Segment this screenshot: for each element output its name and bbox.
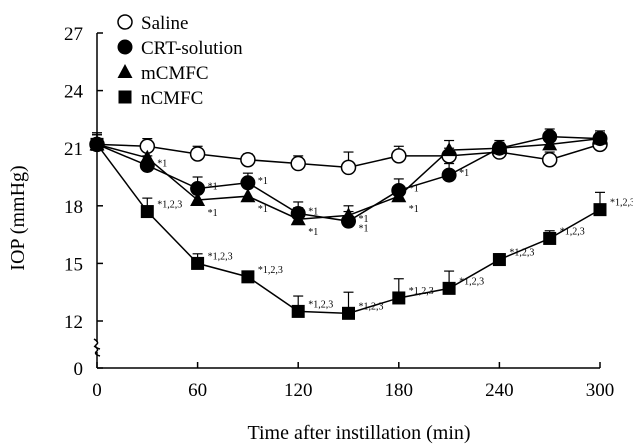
significance-label-crt-solution: *1: [459, 168, 469, 179]
significance-label-crt-solution: *1: [208, 182, 218, 193]
marker-saline: [290, 155, 306, 172]
significance-label-ncmfc: *1,2,3: [459, 276, 484, 287]
marker-mcmfc: [290, 211, 306, 226]
marker-saline: [541, 151, 558, 168]
marker-ncmfc: [543, 231, 557, 245]
significance-label-mcmfc: *1: [409, 204, 419, 215]
marker-saline: [391, 148, 407, 164]
y-tick-label: 18: [64, 197, 83, 218]
legend-label-ncmfc: nCMFC: [141, 88, 203, 109]
significance-label-ncmfc: *1,2,3: [359, 301, 384, 312]
significance-label-ncmfc: *1,2,3: [509, 248, 534, 259]
marker-ncmfc: [241, 270, 255, 284]
significance-label-crt-solution: *1: [157, 158, 167, 169]
significance-label-ncmfc: *1,2,3: [560, 226, 585, 237]
x-tick-label: 120: [284, 380, 313, 401]
legend-label-mcmfc: mCMFC: [141, 63, 209, 84]
significance-label-mcmfc: *1: [308, 227, 318, 238]
y-axis-title: IOP (mmHg): [7, 165, 29, 270]
legend-label-crt-solution: CRT-solution: [141, 38, 243, 59]
marker-mcmfc: [190, 192, 206, 207]
significance-label-ncmfc: *1,2,3: [308, 299, 333, 310]
significance-label-mcmfc: *1: [258, 204, 268, 215]
marker-ncmfc: [291, 304, 305, 318]
y-tick-label: 0: [74, 359, 84, 380]
y-tick-label: 15: [64, 254, 83, 275]
legend-marker-mcmfc: [117, 64, 133, 78]
marker-mcmfc: [391, 188, 407, 203]
y-tick-label: 24: [64, 82, 84, 103]
legend-marker-saline: [117, 14, 133, 30]
significance-label-crt-solution: *1: [258, 176, 268, 187]
legend-label-saline: Saline: [141, 13, 189, 34]
marker-ncmfc: [392, 291, 406, 305]
marker-mcmfc: [491, 140, 507, 155]
axes: 0 60 120 180 240 300 0 12 15 18 21 24 27: [64, 24, 614, 401]
marker-mcmfc: [542, 136, 558, 151]
legend: Saline CRT-solution mCMFC nCMFC: [117, 13, 243, 109]
significance-label-crt-solution: *1: [409, 183, 419, 194]
marker-ncmfc: [140, 205, 154, 219]
significance-label-ncmfc: *1,2,3: [409, 286, 434, 297]
x-axis-title: Time after instillation (min): [247, 422, 470, 444]
marker-ncmfc: [442, 281, 456, 295]
marker-mcmfc: [592, 130, 608, 145]
significance-label-ncmfc: *1,2,3: [208, 251, 233, 262]
marker-crt-solution: [240, 175, 256, 191]
legend-marker-ncmfc: [118, 90, 132, 104]
marker-ncmfc: [342, 306, 355, 320]
marker-mcmfc: [240, 188, 256, 203]
significance-label-mcmfc: *1: [359, 223, 369, 234]
significance-label-ncmfc: *1,2,3: [610, 198, 633, 209]
marker-mcmfc: [139, 149, 155, 164]
x-tick-label: 240: [485, 380, 514, 401]
x-tick-label: 180: [385, 380, 414, 401]
y-axis-break-mark: [93, 345, 101, 357]
data-markers: [89, 129, 608, 320]
y-tick-label: 27: [64, 24, 83, 45]
y-tick-label: 21: [64, 139, 83, 160]
marker-ncmfc: [90, 137, 104, 151]
significance-label-ncmfc: *1,2,3: [258, 265, 283, 276]
marker-mcmfc: [341, 207, 356, 222]
marker-crt-solution: [441, 167, 457, 183]
x-tick-label: 300: [586, 380, 615, 401]
marker-saline: [340, 159, 357, 176]
significance-label-crt-solution: *1: [308, 206, 318, 217]
significance-labels: *1*1*1*1*1*1*1*1 *1*1 *1*1*1,2,3*1,2,3*1,2…: [157, 158, 633, 312]
significance-label-mcmfc: *1: [208, 208, 218, 219]
legend-marker-crt-solution: [117, 39, 133, 55]
significance-label-ncmfc: *1,2,3: [157, 200, 182, 211]
marker-mcmfc: [441, 142, 457, 157]
marker-ncmfc: [492, 253, 506, 267]
significance-label-crt-solution: *1: [359, 214, 369, 225]
marker-saline: [189, 146, 206, 162]
marker-saline: [240, 151, 256, 168]
marker-ncmfc: [191, 256, 205, 270]
marker-ncmfc: [593, 203, 607, 217]
y-tick-label: 12: [64, 312, 83, 333]
x-tick-label: 0: [92, 380, 102, 401]
x-tick-label: 60: [188, 380, 207, 401]
